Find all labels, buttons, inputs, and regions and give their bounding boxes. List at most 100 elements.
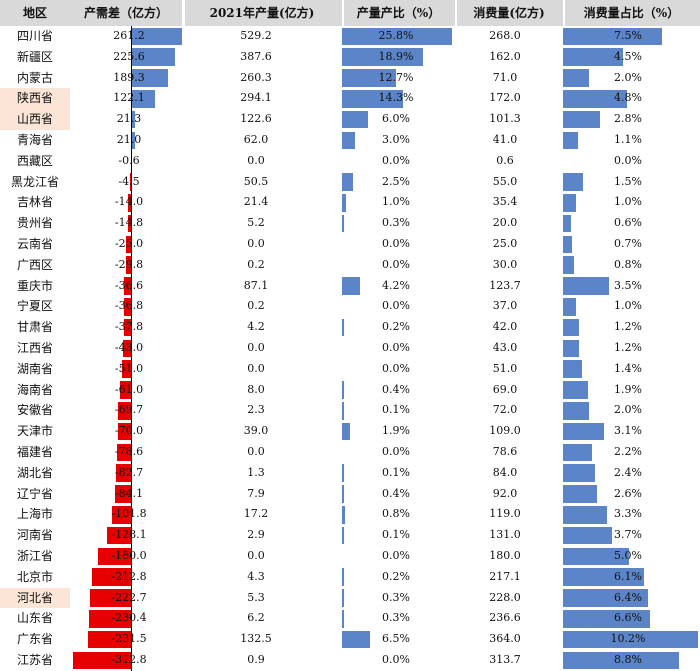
consumption-value: 84.0 [492, 465, 518, 479]
supply-demand-gap-value: -312.8 [111, 653, 147, 666]
deficit-bar [115, 485, 131, 503]
deficit-bar [121, 360, 131, 379]
production-share-value: 1.9% [382, 424, 410, 438]
region-name: 浙江省 [16, 549, 53, 563]
consumption-share-value: 2.0% [614, 403, 642, 417]
table-row: 贵州省 -14.8 5.2 0.3% 20.0 0.6% [0, 213, 700, 234]
consumption-value: 78.6 [492, 445, 518, 458]
surplus-bar [131, 27, 183, 46]
production-value: 4.2 [247, 320, 265, 334]
production-share-value: 14.3% [378, 91, 414, 105]
region-name: 天津市 [16, 424, 53, 439]
consumption-value: 41.0 [492, 133, 518, 146]
consumption-share-bar [563, 568, 644, 587]
deficit-bar [115, 464, 131, 483]
supply-demand-gap-value: 21.0 [116, 133, 142, 146]
production-value: 87.1 [243, 278, 269, 292]
production-share-value: 0.0% [382, 257, 410, 271]
deficit-bar [119, 381, 131, 399]
table-row: 黑龙江省 -4.5 50.5 2.5% 55.0 1.5% [0, 172, 700, 193]
consumption-share-bar [563, 27, 663, 46]
production-share-value: 0.0% [382, 549, 410, 562]
region-name: 内蒙古 [16, 70, 53, 85]
table-row: 天津市 -70.0 39.0 1.9% 109.0 3.1% [0, 421, 700, 442]
production-value: 5.3 [247, 590, 265, 604]
consumption-share-value: 1.2% [614, 320, 642, 334]
consumption-value: 268.0 [489, 29, 521, 42]
consumption-share-bar [563, 422, 605, 441]
consumption-share-value: 6.4% [614, 590, 642, 604]
consumption-share-value: 6.6% [614, 611, 642, 625]
production-share-value: 0.3% [382, 590, 410, 604]
consumption-value: 172.0 [489, 91, 521, 105]
production-share-bar [342, 131, 355, 150]
region-name: 福建省 [16, 445, 53, 459]
supply-demand-gap-value: -0.6 [118, 153, 140, 167]
column-header: 消费量占比（%） [583, 6, 680, 20]
consumption-share-value: 2.0% [614, 70, 642, 84]
consumption-share-bar [563, 318, 579, 337]
production-share-value: 6.0% [382, 112, 410, 126]
production-share-bar [342, 485, 344, 503]
consumption-share-bar [563, 485, 598, 503]
supply-demand-gap-value: -29.8 [114, 257, 144, 271]
consumption-share-bar [563, 173, 583, 191]
supply-demand-gap-value: 189.3 [113, 70, 145, 84]
table-row: 四川省 261.2 529.2 25.8% 268.0 7.5% [0, 26, 700, 47]
production-value: 0.2 [247, 257, 265, 271]
supply-demand-gap-value: -37.8 [114, 320, 144, 334]
supply-demand-gap-value: 21.3 [116, 112, 142, 126]
consumption-share-value: 5.0% [614, 549, 642, 562]
supply-demand-gap-value: -36.6 [114, 278, 144, 292]
consumption-share-value: 10.2% [610, 632, 646, 646]
production-value: 122.6 [240, 112, 272, 126]
consumption-share-bar [563, 505, 607, 524]
production-share-bar [342, 401, 344, 420]
region-name: 山东省 [16, 611, 53, 626]
surplus-bar [131, 69, 169, 87]
consumption-share-bar [563, 339, 579, 358]
deficit-bar [128, 214, 131, 233]
deficit-bar [128, 193, 131, 212]
production-share-bar [342, 193, 347, 212]
production-share-value: 12.7% [378, 70, 414, 84]
region-name: 广西区 [16, 257, 53, 272]
production-value: 50.5 [243, 174, 269, 188]
production-share-bar [342, 568, 344, 587]
production-value: 1.3 [247, 465, 265, 479]
consumption-share-value: 1.0% [614, 299, 642, 313]
table-row: 福建省 -78.6 0.0 0.0% 78.6 2.2% [0, 442, 700, 463]
region-name: 安徽省 [16, 403, 53, 418]
production-value: 0.9 [247, 653, 265, 666]
surplus-bar [131, 131, 136, 150]
deficit-bar [89, 589, 131, 607]
production-share-bar [342, 89, 404, 108]
region-name: 山西省 [0, 109, 70, 130]
consumption-value: 25.0 [492, 237, 518, 250]
production-value: 17.2 [243, 507, 269, 521]
deficit-bar [118, 422, 131, 441]
production-share-bar [342, 277, 360, 295]
table-row: 新疆区 225.6 387.6 18.9% 162.0 4.5% [0, 47, 700, 68]
supply-demand-gap-value: -14.8 [114, 216, 144, 230]
supply-demand-gap-value: -43.0 [114, 341, 144, 354]
consumption-share-value: 2.4% [614, 465, 642, 479]
region-name: 辽宁省 [16, 486, 53, 501]
header-background [565, 0, 700, 26]
production-share-value: 0.0% [382, 653, 410, 666]
production-value: 6.2 [247, 611, 265, 625]
supply-demand-gap-value: -180.0 [111, 549, 147, 562]
consumption-value: 109.0 [489, 424, 521, 438]
consumption-share-bar [563, 381, 589, 399]
consumption-share-bar [563, 401, 590, 420]
production-share-bar [342, 464, 344, 483]
consumption-share-bar [563, 110, 601, 129]
deficit-bar [123, 339, 131, 358]
table-row: 广西区 -29.8 0.2 0.0% 30.0 0.8% [0, 255, 700, 276]
supply-demand-gap-value: -51.0 [114, 361, 144, 375]
consumption-share-value: 2.2% [614, 445, 642, 458]
deficit-bar [124, 277, 131, 295]
consumption-share-bar [563, 277, 610, 295]
table-row: 湖南省 -51.0 0.0 0.0% 51.0 1.4% [0, 359, 700, 380]
